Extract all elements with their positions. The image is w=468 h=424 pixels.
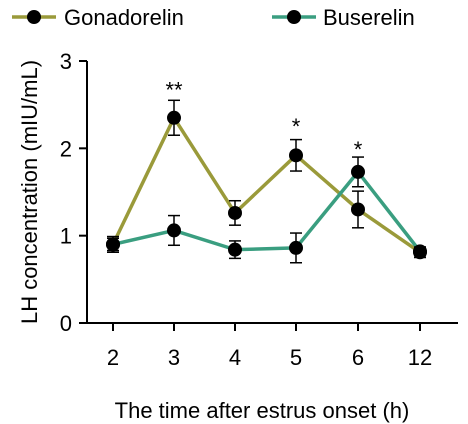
data-point-gonadorelin [351, 202, 365, 217]
x-tick-label: 2 [107, 345, 119, 370]
x-tick-label: 5 [290, 345, 302, 370]
data-point-buserelin [167, 223, 181, 238]
y-tick-label: 0 [60, 311, 72, 336]
legend-item-gonadorelin: Gonadorelin [12, 5, 184, 30]
data-point-buserelin [106, 237, 120, 252]
significance-marker: * [292, 114, 301, 139]
legend-marker-gonadorelin [27, 10, 41, 24]
significance-marker: ** [165, 77, 183, 102]
data-point-buserelin [289, 240, 303, 255]
legend-label-gonadorelin: Gonadorelin [64, 5, 184, 30]
data-point-gonadorelin [167, 110, 181, 125]
y-tick-label: 1 [60, 224, 72, 249]
legend-item-buserelin: Buserelin [272, 5, 415, 30]
y-axis-label: LH concentration (mIU/mL) [17, 60, 42, 324]
data-point-gonadorelin [228, 205, 242, 220]
x-tick-label: 3 [168, 345, 180, 370]
y-tick-label: 2 [60, 136, 72, 161]
x-tick-label: 12 [408, 345, 432, 370]
significance-marker: * [354, 137, 363, 162]
legend-label-buserelin: Buserelin [323, 5, 415, 30]
data-point-buserelin [351, 164, 365, 179]
legend: Gonadorelin Buserelin [12, 5, 415, 30]
x-tick-label: 6 [352, 345, 364, 370]
series-line-buserelin [112, 170, 422, 253]
data-point-gonadorelin [289, 148, 303, 163]
legend-marker-buserelin [287, 10, 301, 24]
x-tick-label: 4 [229, 345, 241, 370]
y-tick-label: 3 [60, 49, 72, 74]
data-point-buserelin [413, 244, 427, 259]
plot-area: **** [106, 77, 427, 264]
series-line-gonadorelin [111, 116, 421, 254]
x-axis-label: The time after estrus onset (h) [115, 398, 410, 423]
data-point-buserelin [228, 242, 242, 257]
